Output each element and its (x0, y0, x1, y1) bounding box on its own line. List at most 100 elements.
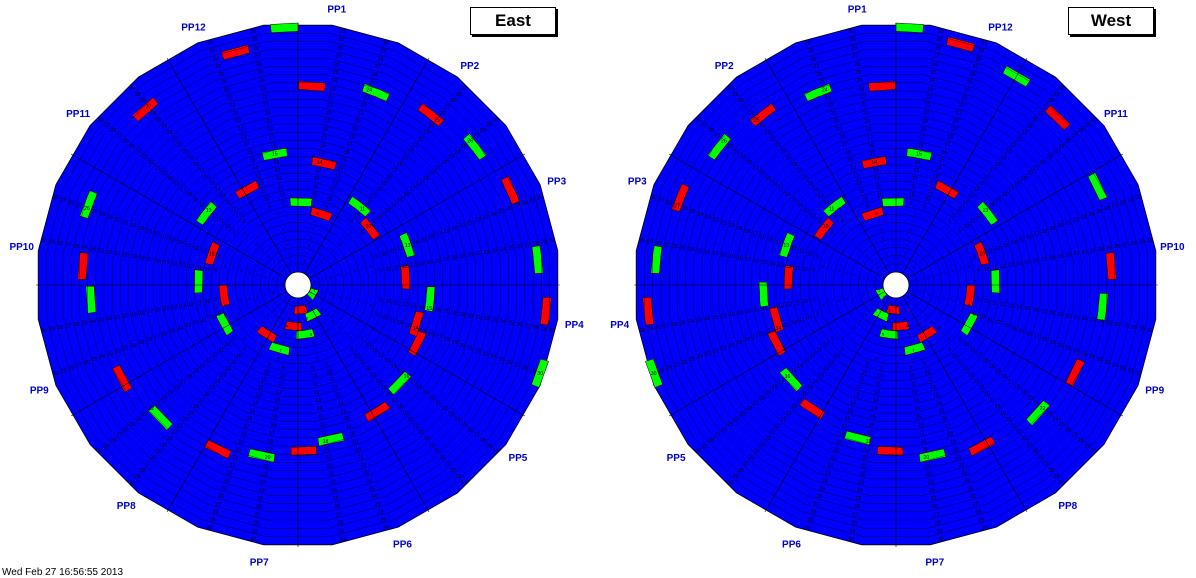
pad-row-number: 13 (385, 358, 391, 364)
row-ring (202, 189, 394, 381)
pad-green (399, 232, 416, 258)
pad-row-number: 16 (869, 423, 875, 429)
pad-row-number: 20 (326, 455, 332, 461)
row-ring (260, 247, 336, 323)
pad-row-number: 17 (944, 142, 950, 148)
sector-label-pp5: PP5 (667, 453, 686, 464)
pad-row-number: 29 (979, 49, 985, 55)
pad-row-number: 17 (1034, 334, 1040, 340)
pad-row-number: 6 (282, 340, 285, 345)
pad-row-number: 21 (435, 165, 441, 171)
row-ring (841, 230, 951, 340)
pad-row-number: 8 (370, 264, 373, 269)
pad-row-number: 26 (123, 427, 129, 433)
pad-green (462, 133, 487, 161)
pad-row-number: 14 (797, 203, 803, 209)
pad-row-number: 29 (733, 474, 739, 480)
pad-row-number: 12 (314, 390, 320, 396)
pad-row-number: 25 (1032, 117, 1038, 123)
pad-row-number: 27 (664, 243, 670, 249)
pad-row-number: 29 (486, 443, 492, 449)
pad-row-number: 9 (282, 201, 285, 207)
pad-row-number: 30 (639, 238, 645, 244)
pad-row-number: 18 (866, 439, 872, 445)
pad-row-number: 30 (981, 525, 987, 531)
pad-row-number: 23 (167, 130, 173, 136)
pad-row-number: 24 (100, 354, 106, 360)
pad-row-number: 30 (98, 117, 104, 123)
pad-row-number: 21 (753, 401, 759, 407)
pad-row-number: 14 (776, 240, 782, 246)
pad-row-number: 9 (379, 269, 382, 275)
pad-row-number: 10 (366, 224, 372, 230)
pad-row-number: 22 (361, 463, 367, 469)
pad-row-number: 27 (66, 324, 72, 330)
pad-row-number: 10 (311, 374, 317, 380)
pad-row-number: 11 (372, 347, 377, 353)
pad-row-number: 25 (156, 117, 162, 123)
pad-row-number: 9 (214, 269, 217, 275)
pad-row-number: 3 (904, 316, 907, 321)
sector-label-pp1: PP1 (848, 5, 867, 16)
pad-row-number: 14 (252, 401, 258, 407)
pad-row-number: 27 (715, 133, 721, 139)
pad-row-number: 30 (848, 29, 854, 35)
pad-row-number: 27 (664, 324, 670, 330)
pad-row-number: 14 (850, 166, 856, 172)
pad-row-number: 29 (49, 240, 55, 246)
pad-row-number: 23 (424, 436, 430, 442)
pad-green (531, 358, 549, 388)
pad-row-number: 20 (265, 455, 271, 461)
pad-row-number: 27 (813, 64, 819, 70)
pad-row-number: 28 (58, 241, 64, 247)
pad-row-number: 5 (248, 270, 251, 275)
pad-row-number: 8 (316, 356, 319, 361)
pad-row-number: 27 (1123, 243, 1129, 249)
pad-row-number: 28 (337, 45, 343, 51)
pad-row-number: 13 (983, 358, 989, 364)
pad-row-number: 19 (168, 390, 174, 396)
pad-row-number: 9 (959, 229, 962, 235)
pad-row-number: 24 (259, 488, 265, 494)
pad-row-number: 28 (811, 56, 817, 62)
pad-row-number: 25 (461, 144, 467, 150)
pad-row-number: 12 (930, 385, 936, 391)
pad-row-number: 27 (1123, 324, 1129, 330)
pad-row-number: 18 (444, 337, 450, 343)
sector-label-pp3: PP3 (628, 177, 647, 188)
sector-label-pp7: PP7 (250, 557, 269, 568)
pad-row-number: 20 (759, 395, 765, 401)
pad-row-number: 26 (1065, 139, 1071, 145)
pad-row-number: 5 (310, 332, 313, 337)
pad-row-number: 2 (315, 265, 318, 270)
pad-row-number: 18 (737, 256, 743, 262)
pad-row-number: 21 (721, 346, 727, 352)
pad-row-number: 19 (139, 226, 145, 232)
pad-row-number: 11 (859, 377, 864, 383)
pad-row-number: 12 (856, 385, 862, 391)
pad-row-number: 28 (976, 510, 982, 516)
pad-row-number: 8 (316, 210, 319, 215)
row-ring (268, 255, 328, 315)
pad-green (878, 328, 899, 340)
pad-row-number: 16 (344, 150, 350, 156)
pad-row-number: 1 (883, 271, 886, 276)
pad-row-number: 10 (807, 314, 813, 320)
pad-row-number: 17 (392, 168, 398, 174)
pad-row-number: 12 (378, 353, 384, 359)
pad-green (1096, 293, 1109, 321)
pad-row-number: 28 (68, 201, 74, 207)
pad-row-number: 27 (715, 433, 721, 439)
pad-row-number: 23 (483, 215, 489, 221)
pad-row-number: 9 (841, 347, 844, 353)
pad-row-number: 5 (882, 234, 885, 239)
pad-row-number: 26 (151, 111, 157, 117)
pad-row-number: 17 (797, 398, 803, 404)
pad-row-number: 14 (391, 203, 397, 209)
pad-row-number: 17 (147, 257, 153, 263)
pad-row-number: 24 (366, 88, 372, 94)
row-ring (808, 197, 984, 373)
pad-row-number: 17 (842, 142, 848, 148)
pad-row-number: 16 (754, 258, 760, 264)
pad-row-number: 13 (933, 173, 939, 179)
